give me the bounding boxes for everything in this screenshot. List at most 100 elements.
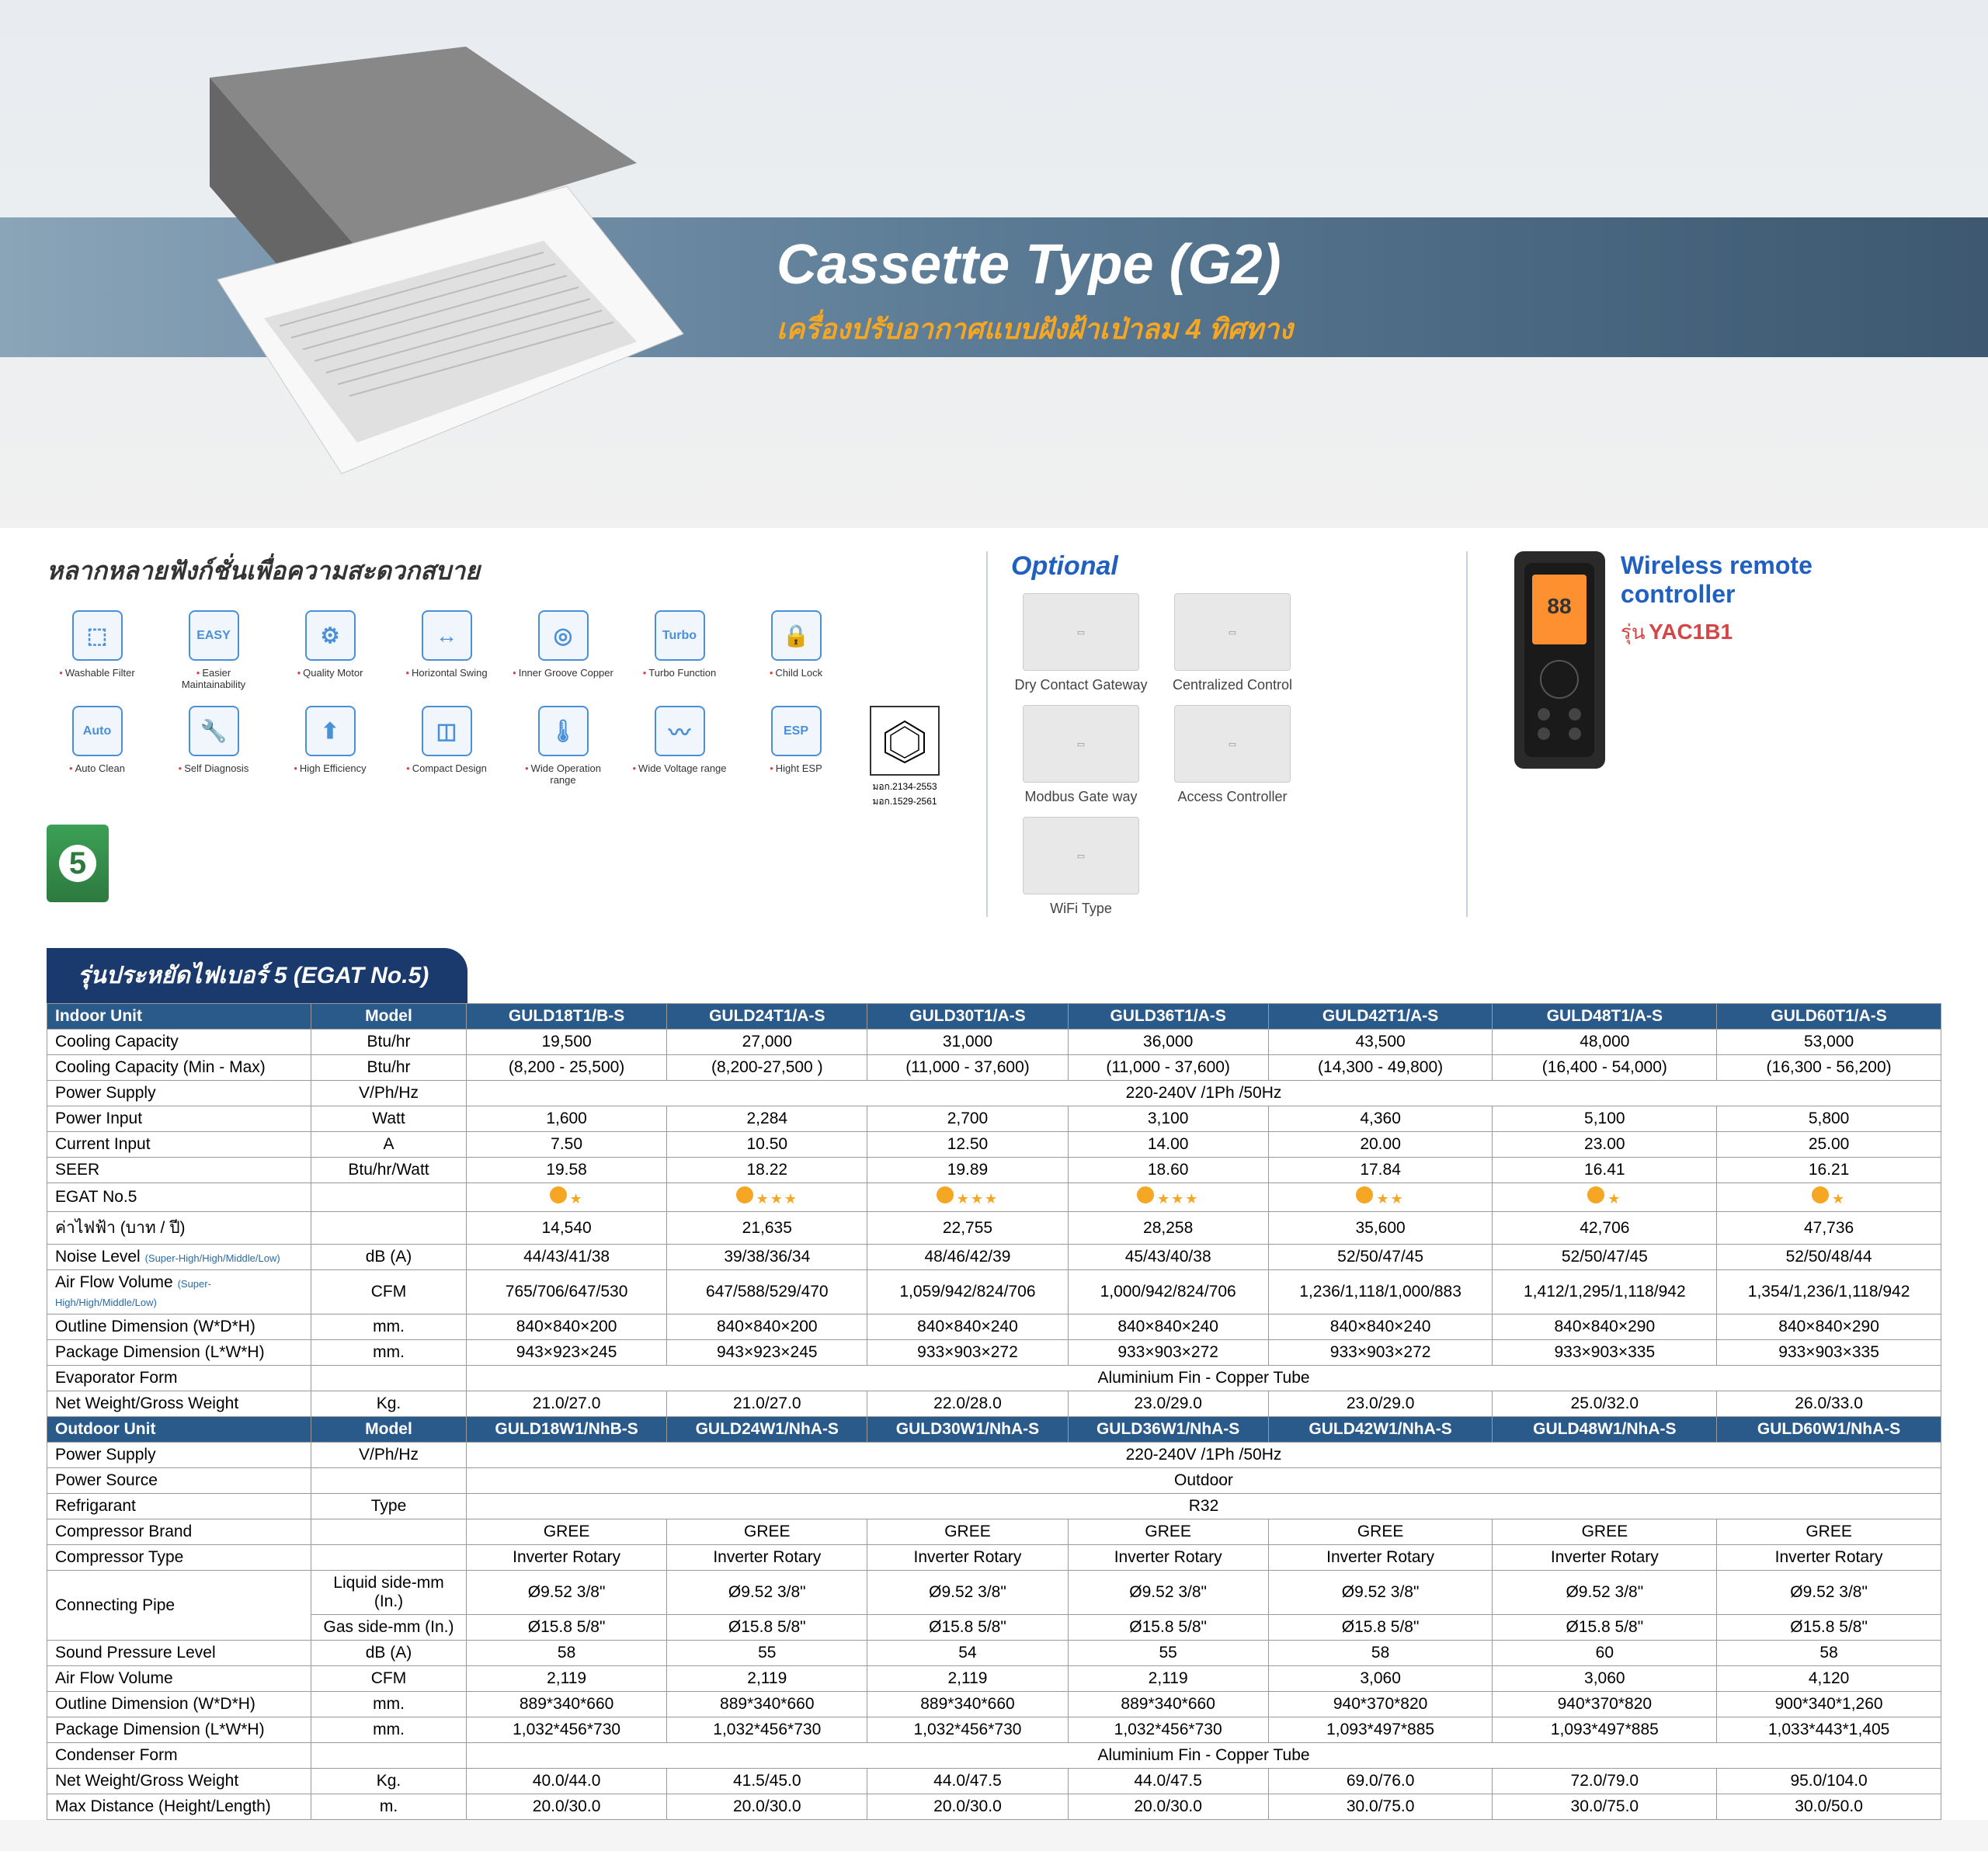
row-value: 31,000 [867,1030,1068,1055]
row-label: EGAT No.5 [47,1183,311,1212]
model-col: GULD60W1/NhA-S [1717,1417,1941,1443]
badge-icon [736,1186,753,1203]
row-unit [311,1519,467,1545]
row-value: 27,000 [667,1030,867,1055]
model-col: GULD24W1/NhA-S [667,1417,867,1443]
table-row: ค่าไฟฟ้า (บาท / ปี)14,54021,63522,75528,… [47,1212,1941,1245]
cert-item: มอก.2134-2553มอก.1529-2561 [862,706,947,809]
row-value: 30.0/75.0 [1268,1794,1493,1820]
row-value: (16,400 - 54,000) [1493,1055,1717,1081]
row-value: ★★ [1268,1183,1493,1212]
table-row: Power SupplyV/Ph/Hz220-240V /1Ph /50Hz [47,1443,1941,1468]
row-value: 840×840×240 [1268,1314,1493,1340]
row-label: Refrigarant [47,1494,311,1519]
row-value: 5,800 [1717,1106,1941,1132]
row-value: 889*340*660 [1068,1692,1268,1717]
row-value: Inverter Rotary [667,1545,867,1571]
feature-item: 🔧•Self Diagnosis [163,706,264,809]
row-unit: dB (A) [311,1641,467,1666]
optional-image: ▭ [1023,705,1139,783]
feature-item: ⬚•Washable Filter [47,610,148,690]
feature-label: •Self Diagnosis [163,762,264,774]
egat-label: รุ่นประหยัดไฟเบอร์ 5 (EGAT No.5) [47,948,467,1003]
row-value: 889*340*660 [867,1692,1068,1717]
optional-item: ▭Dry Contact Gateway [1011,593,1151,693]
row-label: Noise Level (Super-High/High/Middle/Low) [47,1245,311,1270]
row-value: Ø9.52 3/8" [667,1571,867,1615]
row-value: 55 [667,1641,867,1666]
row-value: ★ [1717,1183,1941,1212]
stars: ★★★ [957,1191,999,1207]
table-row: Cooling Capacity (Min - Max)Btu/hr(8,200… [47,1055,1941,1081]
row-value: 52/50/47/45 [1493,1245,1717,1270]
table-row: RefrigarantTypeR32 [47,1494,1941,1519]
feature-icon: ⬚ [72,610,123,661]
row-value: 55 [1068,1641,1268,1666]
row-value: 1,032*456*730 [867,1717,1068,1743]
row-value: 36,000 [1068,1030,1268,1055]
row-value: 840×840×240 [1068,1314,1268,1340]
row-value: GREE [667,1519,867,1545]
row-value: Inverter Rotary [1068,1545,1268,1571]
energy-label-item: 5 [47,825,132,902]
row-label: Power Input [47,1106,311,1132]
tis-cert-icon [870,706,940,776]
row-value: GREE [1717,1519,1941,1545]
product-image [140,47,699,481]
table-row: Evaporator FormAluminium Fin - Copper Tu… [47,1366,1941,1391]
model-header: Model [311,1004,467,1030]
row-value: 60 [1493,1641,1717,1666]
row-unit: dB (A) [311,1245,467,1270]
row-value: Ø15.8 5/8" [667,1615,867,1641]
stars: ★ [1607,1191,1621,1207]
table-row: Package Dimension (L*W*H)mm.943×923×2459… [47,1340,1941,1366]
row-value: 69.0/76.0 [1268,1769,1493,1794]
svg-text:88: 88 [1548,594,1572,618]
table-row: Gas side-mm (In.)Ø15.8 5/8"Ø15.8 5/8"Ø15… [47,1615,1941,1641]
table-row: Cooling CapacityBtu/hr19,50027,00031,000… [47,1030,1941,1055]
row-value: 48,000 [1493,1030,1717,1055]
row-value: 44.0/47.5 [1068,1769,1268,1794]
badge-icon [550,1186,567,1203]
row-value: 23.0/29.0 [1268,1391,1493,1417]
row-label: Cooling Capacity (Min - Max) [47,1055,311,1081]
model-col: GULD48W1/NhA-S [1493,1417,1717,1443]
row-value: 21.0/27.0 [467,1391,667,1417]
table-row: Connecting PipeLiquid side-mm (In.)Ø9.52… [47,1571,1941,1615]
row-unit: Liquid side-mm (In.) [311,1571,467,1615]
row-value: 44.0/47.5 [867,1769,1068,1794]
hero-subtitle: เครื่องปรับอากาศแบบฝังฝ้าเป่าลม 4 ทิศทาง [777,307,1293,351]
row-value: Inverter Rotary [1717,1545,1941,1571]
row-value: 2,119 [867,1666,1068,1692]
row-value: 58 [1717,1641,1941,1666]
feature-icons: ⬚•Washable FilterEASY•Easier Maintainabi… [47,610,955,902]
row-value: 43,500 [1268,1030,1493,1055]
feature-item: Turbo•Turbo Function [629,610,730,690]
model-col: GULD42W1/NhA-S [1268,1417,1493,1443]
model-col: GULD30W1/NhA-S [867,1417,1068,1443]
row-value: 47,736 [1717,1212,1941,1245]
features-left: หลากหลายฟังก์ชั่นเพื่อความสะดวกสบาย ⬚•Wa… [47,551,955,917]
features-section: หลากหลายฟังก์ชั่นเพื่อความสะดวกสบาย ⬚•Wa… [0,528,1988,932]
row-value: 30.0/50.0 [1717,1794,1941,1820]
feature-label: •High Efficiency [280,762,381,774]
row-value: 21,635 [667,1212,867,1245]
row-value: 19,500 [467,1030,667,1055]
row-value: 19.58 [467,1158,667,1183]
row-value: 72.0/79.0 [1493,1769,1717,1794]
remote-model: YAC1B1 [1649,620,1733,644]
row-value: 2,284 [667,1106,867,1132]
row-label: Air Flow Volume (Super-High/High/Middle/… [47,1270,311,1314]
row-value: (11,000 - 37,600) [867,1055,1068,1081]
feature-item: EASY•Easier Maintainability [163,610,264,690]
feature-icon: 🌡 [538,706,589,756]
row-label: Net Weight/Gross Weight [47,1769,311,1794]
row-value: Ø15.8 5/8" [467,1615,667,1641]
row-value: 35,600 [1268,1212,1493,1245]
feature-label: •Hight ESP [746,762,846,774]
row-value: 1,032*456*730 [1068,1717,1268,1743]
table-row: Package Dimension (L*W*H)mm.1,032*456*73… [47,1717,1941,1743]
row-label: Power Supply [47,1443,311,1468]
row-value: 3,060 [1268,1666,1493,1692]
row-label: Evaporator Form [47,1366,311,1391]
